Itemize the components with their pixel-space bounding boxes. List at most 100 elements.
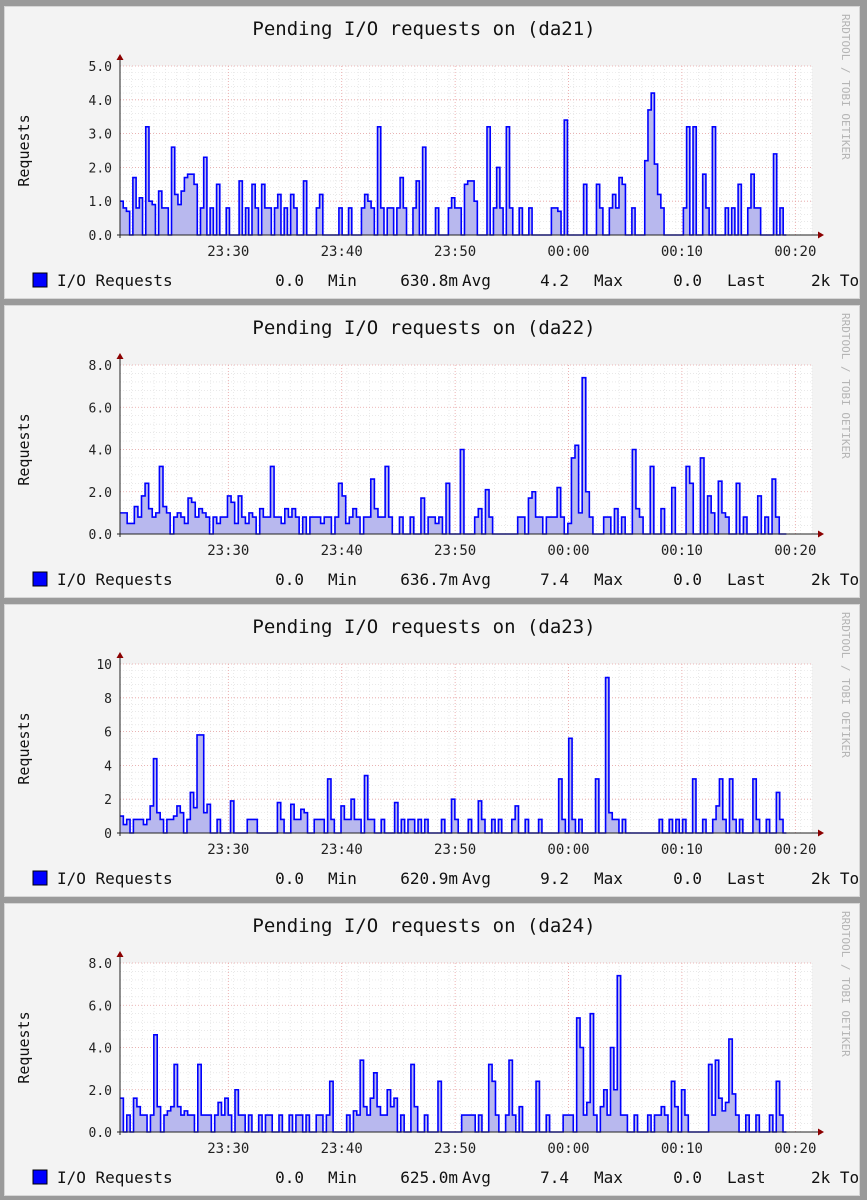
y-tick-label: 0.0 <box>89 1126 112 1141</box>
x-tick-label: 00:00 <box>547 1141 589 1157</box>
graph-panel: 0.0 2.0 4.0 6.0 8.0 23:30 23:40 23:50 00:00 00:10… <box>4 305 860 598</box>
y-axis-arrow <box>116 652 124 658</box>
y-tick-label: 2.0 <box>89 161 112 176</box>
y-tick-label: 0.0 <box>89 229 112 244</box>
x-axis-arrow <box>818 829 824 837</box>
legend-avg-label: Avg <box>462 570 491 589</box>
legend-swatch <box>32 272 48 288</box>
x-tick-label: 00:10 <box>661 244 703 260</box>
x-tick-label: 23:40 <box>321 1141 363 1157</box>
x-tick-label: 23:30 <box>207 244 249 260</box>
y-tick-label: 8.0 <box>89 359 112 374</box>
legend-avg-label: Avg <box>462 271 491 290</box>
legend-last-label: Last <box>727 869 766 888</box>
y-axis-label: Requests <box>15 712 33 784</box>
y-axis-label: Requests <box>15 413 33 485</box>
graph-panel: 0.0 1.0 2.0 3.0 4.0 5.0 23:30 23:40 23:50 00:00 00… <box>4 6 860 299</box>
legend-total-text: 2k To <box>811 570 859 589</box>
legend-max-value: 4.2 <box>540 271 569 290</box>
series-line <box>120 676 787 834</box>
series-area <box>120 93 787 235</box>
legend-total-text: 2k To <box>811 271 859 290</box>
series-area <box>120 975 787 1132</box>
legend-last-label: Last <box>727 570 766 589</box>
legend-last-value: 0.0 <box>673 1168 702 1187</box>
x-tick-label: 00:10 <box>661 543 703 559</box>
legend-min-value: 0.0 <box>275 271 304 290</box>
x-tick-label: 23:50 <box>434 244 476 260</box>
y-tick-label: 6.0 <box>89 999 112 1014</box>
legend-total-text: 2k To <box>811 869 859 888</box>
x-tick-label: 23:40 <box>321 543 363 559</box>
legend-min-value: 0.0 <box>275 1168 304 1187</box>
series-area <box>120 677 787 833</box>
legend-swatch <box>32 870 48 886</box>
plot-area <box>120 664 812 833</box>
x-axis-arrow <box>818 1128 824 1136</box>
legend-swatch <box>32 571 48 587</box>
legend-label: I/O Requests <box>57 271 173 290</box>
legend-avg-value: 620.9m <box>400 869 458 888</box>
chart-svg: 0.0 1.0 2.0 3.0 4.0 5.0 23:30 23:40 23:50 00:00 00… <box>15 14 859 290</box>
x-tick-label: 00:10 <box>661 842 703 858</box>
y-tick-label: 4.0 <box>89 444 112 459</box>
y-tick-label: 2.0 <box>89 486 112 501</box>
x-tick-label: 00:00 <box>547 842 589 858</box>
y-tick-label: 10 <box>96 658 112 673</box>
y-axis-arrow <box>116 951 124 957</box>
legend-max-label: Max <box>594 271 623 290</box>
legend-max-label: Max <box>594 570 623 589</box>
chart-svg: 0.0 2.0 4.0 6.0 8.0 23:30 23:40 23:50 00:00 00:10… <box>15 911 859 1187</box>
axes <box>116 652 824 837</box>
rrdtool-watermark: RRDTOOL / TOBI OETIKER <box>839 313 852 459</box>
y-tick-label: 8 <box>104 692 112 707</box>
y-tick-label: 4.0 <box>89 94 112 109</box>
legend-last-value: 0.0 <box>673 570 702 589</box>
legend-label: I/O Requests <box>57 570 173 589</box>
legend-min-value: 0.0 <box>275 869 304 888</box>
rrdtool-watermark: RRDTOOL / TOBI OETIKER <box>839 911 852 1057</box>
x-tick-label: 23:30 <box>207 842 249 858</box>
x-tick-label: 00:20 <box>774 244 816 260</box>
y-axis-arrow <box>116 353 124 359</box>
legend-max-value: 7.4 <box>540 570 569 589</box>
rrdtool-watermark: RRDTOOL / TOBI OETIKER <box>839 612 852 758</box>
legend-min-label: Min <box>328 271 357 290</box>
x-tick-label: 23:50 <box>434 1141 476 1157</box>
series-group <box>120 376 787 535</box>
x-axis-arrow <box>818 231 824 239</box>
x-tick-label: 23:50 <box>434 842 476 858</box>
legend-max-label: Max <box>594 869 623 888</box>
legend-min-value: 0.0 <box>275 570 304 589</box>
legend-min-label: Min <box>328 570 357 589</box>
series-line <box>120 376 787 535</box>
graph-panel: 0 2 4 6 8 10 23:30 23:40 23:50 00:00 00:10 00:20 Pen… <box>4 604 860 897</box>
y-tick-label: 4 <box>104 759 112 774</box>
legend-last-label: Last <box>727 271 766 290</box>
legend-label: I/O Requests <box>57 869 173 888</box>
y-tick-label: 8.0 <box>89 957 112 972</box>
legend-min-label: Min <box>328 1168 357 1187</box>
x-tick-label: 23:50 <box>434 543 476 559</box>
x-tick-label: 00:10 <box>661 1141 703 1157</box>
major-grid <box>120 364 812 535</box>
legend-min-label: Min <box>328 869 357 888</box>
chart-title: Pending I/O requests on (da21) <box>252 18 595 40</box>
x-tick-label: 23:30 <box>207 1141 249 1157</box>
chart-svg: 0 2 4 6 8 10 23:30 23:40 23:50 00:00 00:10 00:20 Pen… <box>15 612 859 888</box>
legend-total-text: 2k To <box>811 1168 859 1187</box>
x-tick-label: 00:20 <box>774 842 816 858</box>
legend-last-value: 0.0 <box>673 271 702 290</box>
y-tick-label: 2.0 <box>89 1084 112 1099</box>
legend-avg-value: 630.8m <box>400 271 458 290</box>
x-tick-label: 00:20 <box>774 1141 816 1157</box>
legend-label: I/O Requests <box>57 1168 173 1187</box>
y-tick-label: 6.0 <box>89 401 112 416</box>
y-tick-label: 4.0 <box>89 1042 112 1057</box>
legend-avg-label: Avg <box>462 869 491 888</box>
legend-max-value: 9.2 <box>540 869 569 888</box>
x-tick-label: 23:40 <box>321 842 363 858</box>
y-tick-label: 0.0 <box>89 528 112 543</box>
y-axis-arrow <box>116 54 124 60</box>
y-tick-label: 3.0 <box>89 128 112 143</box>
